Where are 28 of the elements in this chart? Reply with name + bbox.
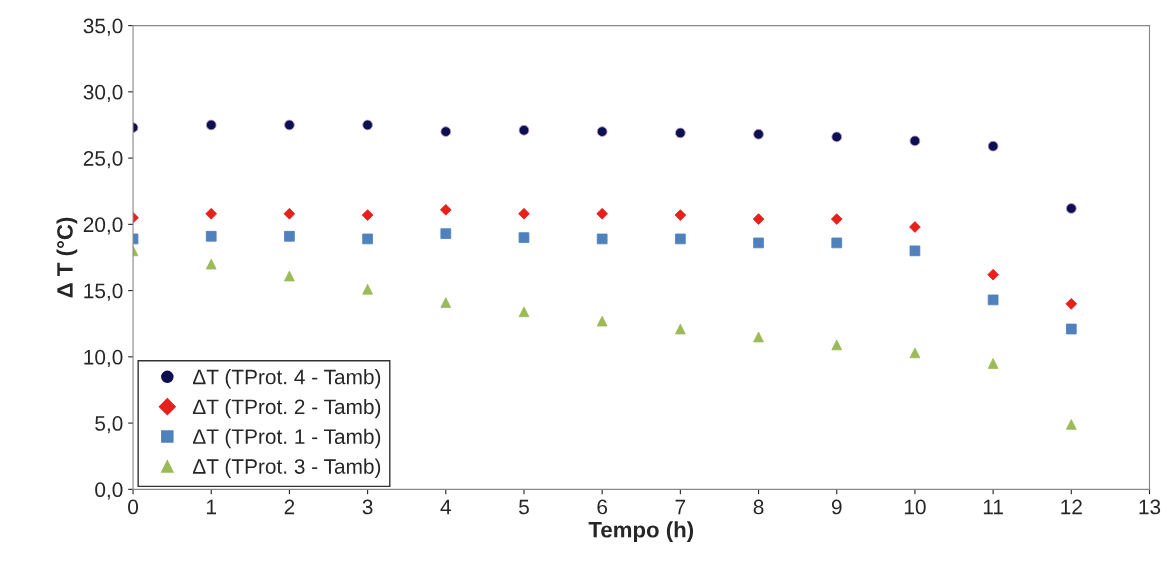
x-tick-label: 0 bbox=[128, 499, 139, 515]
y-tick-label: 5,0 bbox=[95, 416, 123, 434]
x-tick-label: 9 bbox=[831, 499, 842, 515]
y-tick-label: 30,0 bbox=[83, 84, 123, 103]
x-axis-title: Tempo (h) bbox=[588, 521, 694, 542]
x-tick-label: 8 bbox=[753, 499, 764, 515]
x-tick-label: 1 bbox=[207, 499, 216, 515]
legend-label: ΔT (TProt. 1 - Tamb) bbox=[192, 428, 381, 449]
y-tick-label: 20,0 bbox=[83, 217, 123, 235]
legend-label: ΔT (TProt. 2 - Tamb) bbox=[192, 398, 381, 419]
x-tick-label: 12 bbox=[1061, 499, 1082, 515]
y-tick-label: 10,0 bbox=[84, 349, 123, 368]
x-tick-label: 2 bbox=[284, 499, 295, 515]
legend-label: ΔT (TProt. 3 - Tamb) bbox=[192, 458, 381, 478]
y-tick-label: 25,0 bbox=[83, 151, 123, 169]
x-tick-label: 11 bbox=[983, 499, 1003, 515]
y-tick-label: 15,0 bbox=[84, 283, 123, 301]
y-tick-label: 0,0 bbox=[95, 482, 123, 500]
legend-label: ΔT (TProt. 4 - Tamb) bbox=[192, 369, 381, 389]
x-tick-label: 7 bbox=[675, 499, 686, 515]
x-tick-label: 13 bbox=[1139, 499, 1161, 515]
y-axis-title: Δ T (°C) bbox=[56, 217, 78, 298]
x-tick-label: 10 bbox=[904, 499, 926, 515]
x-tick-label: 5 bbox=[519, 499, 529, 515]
x-tick-label: 6 bbox=[597, 499, 608, 515]
y-tick-label: 35,0 bbox=[83, 18, 123, 36]
x-tick-label: 4 bbox=[440, 499, 451, 515]
x-tick-label: 3 bbox=[362, 499, 373, 515]
